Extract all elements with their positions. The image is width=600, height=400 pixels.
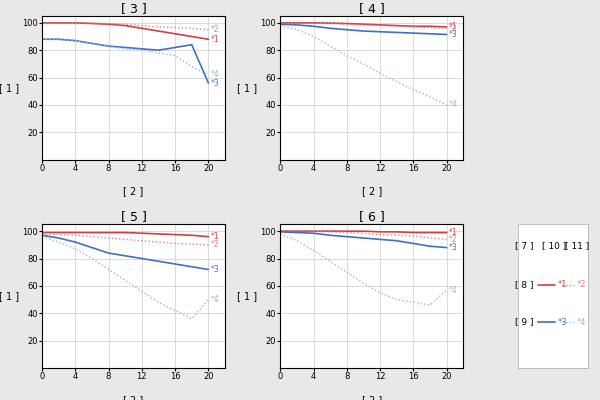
Title: [ 3 ]: [ 3 ]	[121, 2, 146, 15]
Text: *3: *3	[557, 318, 567, 326]
Text: [ 1 ]: [ 1 ]	[237, 83, 257, 93]
Text: *4: *4	[211, 70, 220, 79]
Text: *2: *2	[449, 235, 458, 244]
Text: [ 7 ]: [ 7 ]	[515, 241, 533, 250]
Text: *2: *2	[449, 24, 458, 33]
Text: *3: *3	[449, 30, 458, 39]
Text: *3: *3	[211, 78, 220, 88]
Text: [ 9 ]: [ 9 ]	[515, 318, 533, 326]
Text: *1: *1	[211, 232, 220, 241]
Text: *4: *4	[577, 318, 586, 326]
Text: [ 8 ]: [ 8 ]	[515, 280, 533, 289]
Text: *1: *1	[211, 35, 220, 44]
Text: [ 1 ]: [ 1 ]	[0, 83, 19, 93]
Text: *2: *2	[211, 240, 220, 249]
Title: [ 5 ]: [ 5 ]	[121, 210, 146, 223]
Text: [ 2 ]: [ 2 ]	[124, 186, 143, 196]
Text: [ 2 ]: [ 2 ]	[362, 395, 382, 400]
Text: *4: *4	[449, 286, 458, 294]
Text: *2: *2	[577, 280, 586, 289]
Text: [ 2 ]: [ 2 ]	[362, 186, 382, 196]
Text: *4: *4	[211, 295, 220, 304]
Text: *4: *4	[449, 100, 458, 110]
Title: [ 6 ]: [ 6 ]	[359, 210, 385, 223]
Text: *3: *3	[211, 265, 220, 274]
Text: *1: *1	[557, 280, 567, 289]
Text: [ 11 ]: [ 11 ]	[565, 241, 590, 250]
Text: [ 10 ]: [ 10 ]	[542, 241, 567, 250]
Text: *2: *2	[211, 25, 220, 34]
Title: [ 4 ]: [ 4 ]	[359, 2, 385, 15]
Text: [ 1 ]: [ 1 ]	[237, 291, 257, 301]
Text: *1: *1	[449, 228, 458, 237]
Text: [ 2 ]: [ 2 ]	[124, 395, 143, 400]
Text: [ 1 ]: [ 1 ]	[0, 291, 19, 301]
Text: *1: *1	[449, 22, 458, 32]
Text: *3: *3	[449, 243, 458, 252]
